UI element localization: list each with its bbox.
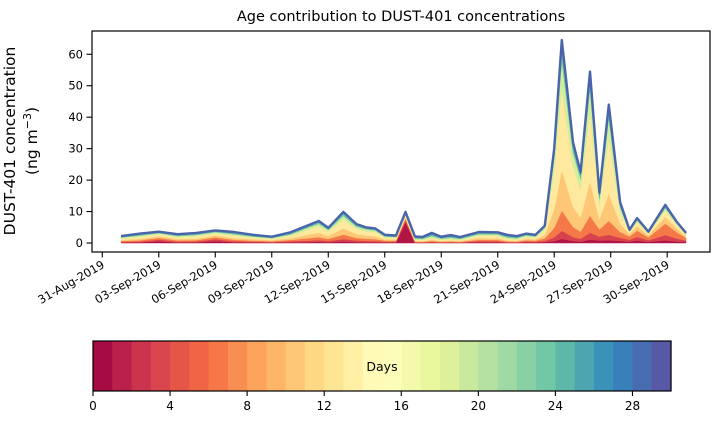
chart-title: Age contribution to DUST-401 concentrati…: [237, 9, 565, 25]
colorbar-segment: [459, 341, 479, 391]
colorbar-segment: [478, 341, 499, 391]
colorbar-segment: [343, 341, 364, 391]
colorbar-tick-label: 16: [394, 399, 409, 413]
colorbar-segment: [497, 341, 518, 391]
colorbar-segment: [574, 341, 595, 391]
colorbar-tick-label: 20: [471, 399, 486, 413]
y-tick-label: 10: [68, 205, 83, 219]
colorbar-segment: [93, 341, 113, 391]
y-tick-label: 60: [68, 47, 83, 61]
colorbar-segment: [285, 341, 306, 391]
colorbar-segment: [304, 341, 325, 391]
colorbar-segment: [131, 341, 152, 391]
colorbar-segment: [420, 341, 441, 391]
colorbar-segment: [362, 341, 383, 391]
y-axis-ticks: 0 10 20 30 40 50 60: [68, 47, 92, 250]
y-tick-label: 20: [68, 173, 83, 187]
colorbar-label: Days: [366, 359, 397, 374]
colorbar-segment: [227, 341, 248, 391]
colorbar-tick-label: 28: [625, 399, 640, 413]
stacked-area-series: [120, 38, 687, 244]
y-axis-label-line1: DUST-401 concentration: [1, 47, 19, 236]
colorbar-tick-label: 24: [548, 399, 563, 413]
colorbar-segment: [439, 341, 460, 391]
colorbar-segment: [266, 341, 287, 391]
colorbar-border: [92, 340, 672, 392]
colorbar-segment: [516, 341, 537, 391]
total-concentration-line: [120, 38, 687, 239]
plot-border: [91, 30, 711, 253]
colorbar-segment: [536, 341, 556, 391]
y-axis-unit-suffix: ): [23, 107, 41, 113]
colorbar-segment: [382, 341, 402, 391]
y-axis-label: DUST-401 concentration (ng m−3): [1, 47, 41, 236]
colorbar-segment: [112, 341, 133, 391]
colorbar-segment: [170, 341, 190, 391]
colorbar-segment: [593, 341, 614, 391]
y-axis-unit-exponent: −3: [21, 113, 34, 129]
colorbar-segment: [401, 341, 422, 391]
y-tick-label: 30: [68, 142, 83, 156]
colorbar-segment: [651, 341, 672, 391]
y-axis-unit-prefix: (ng m: [23, 129, 41, 175]
colorbar-segment: [632, 341, 653, 391]
colorbar-segment: [189, 341, 210, 391]
colorbar-segment: [208, 341, 229, 391]
colorbar-segment: [555, 341, 576, 391]
y-tick-label: 50: [68, 79, 83, 93]
colorbar-ticks: 0 4 8 12 16 20 24 28: [89, 391, 640, 413]
colorbar-tick-label: 0: [89, 399, 97, 413]
colorbar-segment: [247, 341, 267, 391]
colorbar-segment: [613, 341, 634, 391]
y-axis-label-line2: (ng m−3): [21, 107, 41, 175]
colorbar-segment: [324, 341, 345, 391]
colorbar-tick-label: 8: [243, 399, 251, 413]
colorbar-gradient: [93, 341, 672, 391]
colorbar-tick-label: 12: [317, 399, 332, 413]
colorbar-tick-label: 4: [166, 399, 174, 413]
y-tick-label: 40: [68, 110, 83, 124]
y-tick-label: 0: [76, 236, 83, 250]
colorbar-segment: [150, 341, 171, 391]
